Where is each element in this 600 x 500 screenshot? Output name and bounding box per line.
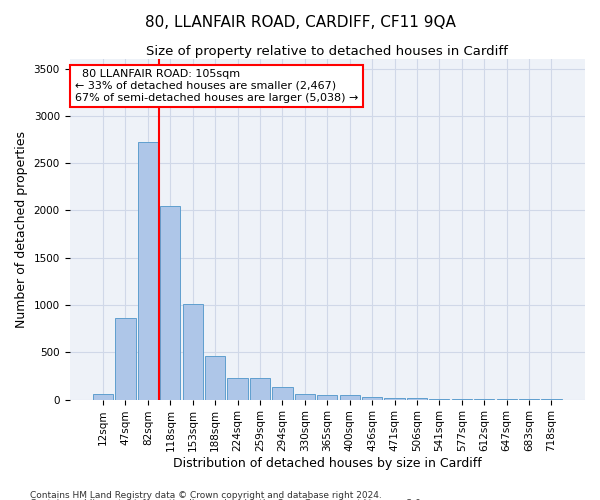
Bar (205, 356, 225, 400)
Text: 80, LLANFAIR ROAD, CARDIFF, CF11 9QA: 80, LLANFAIR ROAD, CARDIFF, CF11 9QA (145, 15, 455, 30)
Bar (272, 388, 293, 400)
Bar (362, 397, 382, 400)
Bar (115, 318, 136, 400)
Bar (317, 395, 337, 400)
Bar (160, 206, 181, 400)
Bar (182, 304, 203, 400)
Bar (295, 394, 315, 400)
Text: Contains public sector information licensed under the Open Government Licence v3: Contains public sector information licen… (30, 499, 424, 500)
Bar (227, 378, 248, 400)
Bar (93, 394, 113, 400)
Bar (385, 398, 404, 400)
Bar (407, 398, 427, 400)
Bar (138, 142, 158, 400)
Y-axis label: Number of detached properties: Number of detached properties (15, 131, 28, 328)
X-axis label: Distribution of detached houses by size in Cardiff: Distribution of detached houses by size … (173, 457, 482, 470)
Text: Contains HM Land Registry data © Crown copyright and database right 2024.: Contains HM Land Registry data © Crown c… (30, 490, 382, 500)
Title: Size of property relative to detached houses in Cardiff: Size of property relative to detached ho… (146, 45, 508, 58)
Bar (250, 378, 270, 400)
Bar (340, 396, 360, 400)
Text: 80 LLANFAIR ROAD: 105sqm
← 33% of detached houses are smaller (2,467)
67% of sem: 80 LLANFAIR ROAD: 105sqm ← 33% of detach… (74, 70, 358, 102)
